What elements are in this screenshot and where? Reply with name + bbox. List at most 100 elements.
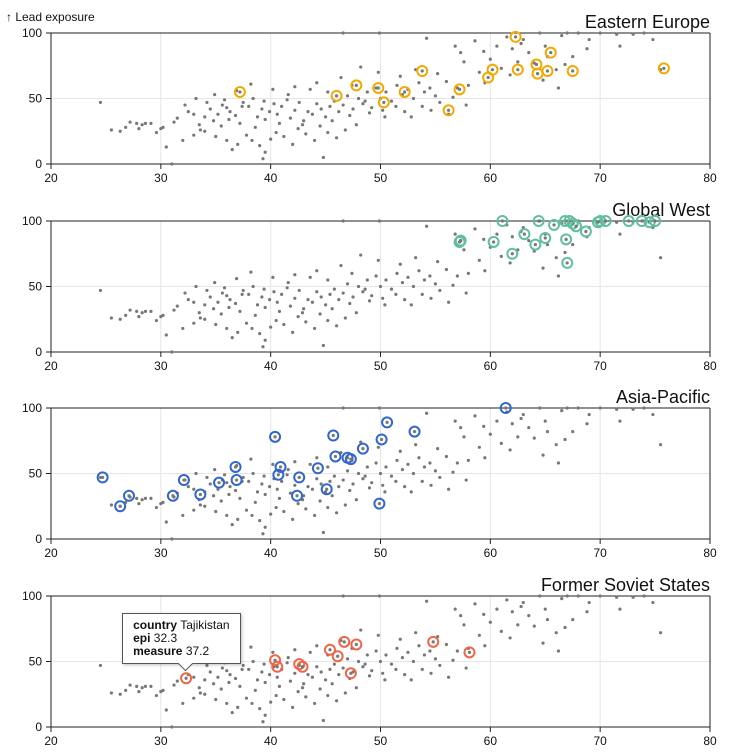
highlight-point [296,660,309,673]
data-point [563,250,567,255]
data-point [308,87,312,91]
highlight-point-center [500,219,505,223]
data-point [175,679,179,683]
data-point [571,429,575,434]
highlight-point [122,489,135,502]
data-point [565,594,569,598]
data-point [429,296,433,300]
data-point [541,453,545,457]
data-point [516,623,520,627]
data-point [318,687,322,691]
tooltip-country-row: country Tajikistan [133,618,230,633]
data-point [233,113,238,118]
data-point [658,256,663,260]
data-point [186,485,190,489]
data-point [446,300,451,304]
data-point [241,475,245,480]
data-point [192,508,196,512]
highlight-point-center [565,261,569,265]
data-point [332,662,336,666]
data-point [220,291,224,295]
data-point [271,87,275,91]
data-point [255,115,260,119]
highlight-point-center [217,481,221,485]
highlight-point-center [273,435,277,439]
data-point [137,690,141,694]
data-point [306,485,310,489]
highlight-point [499,402,512,414]
data-point [383,115,387,119]
data-point [444,267,448,272]
data-point [250,513,254,518]
data-point [545,617,550,622]
data-point [228,298,232,302]
data-point [140,686,144,690]
highlight-point-center [127,494,131,498]
highlight-point [213,476,226,489]
data-point [438,663,442,668]
data-point [181,326,185,331]
data-point [466,458,470,462]
data-point [359,628,363,632]
highlight-point [293,658,306,671]
data-point [345,469,350,473]
data-point [137,315,141,319]
data-point [263,117,267,122]
data-point [363,99,367,103]
data-point [428,274,432,278]
data-point [208,295,212,299]
data-point [192,487,196,491]
highlight-point [373,497,386,510]
highlight-point [518,228,531,241]
data-point [389,99,394,103]
data-point [394,292,398,296]
highlight-point-center [537,219,541,223]
data-point [436,72,440,76]
data-point [488,432,492,436]
data-point [238,121,242,125]
data-point [383,678,387,682]
data-point [538,406,542,410]
data-point [341,478,345,482]
data-point [288,491,293,495]
x-tick-label: 40 [264,546,278,560]
data-point [315,456,319,460]
data-point [211,682,216,686]
data-point [297,100,301,105]
data-point [315,269,319,273]
data-point [444,642,448,647]
data-point [351,107,355,111]
highlight-point [579,225,592,238]
data-point [271,275,275,279]
data-point [293,108,297,112]
data-point [554,443,558,447]
data-point [483,456,487,460]
data-point [495,44,499,48]
data-point [495,232,499,236]
highlight-point [566,217,579,230]
data-point [306,298,310,302]
data-point [462,623,466,627]
data-point [495,419,499,423]
data-point [263,150,267,154]
x-tick-label: 60 [484,359,498,373]
highlight-point-center [504,406,508,410]
data-point [482,424,486,428]
data-point [203,129,207,133]
highlight-point [635,215,648,227]
data-point [425,599,429,603]
data-point [192,112,196,116]
data-point [438,100,442,105]
data-point [128,120,132,124]
data-point [345,657,350,661]
data-point [459,614,463,618]
data-point [554,68,558,72]
data-point [383,303,387,307]
data-point [225,294,229,298]
data-point [260,670,264,674]
data-point [285,98,289,102]
data-point [208,670,212,674]
data-point [334,136,339,140]
data-point [251,471,255,476]
highlight-point [320,483,333,496]
